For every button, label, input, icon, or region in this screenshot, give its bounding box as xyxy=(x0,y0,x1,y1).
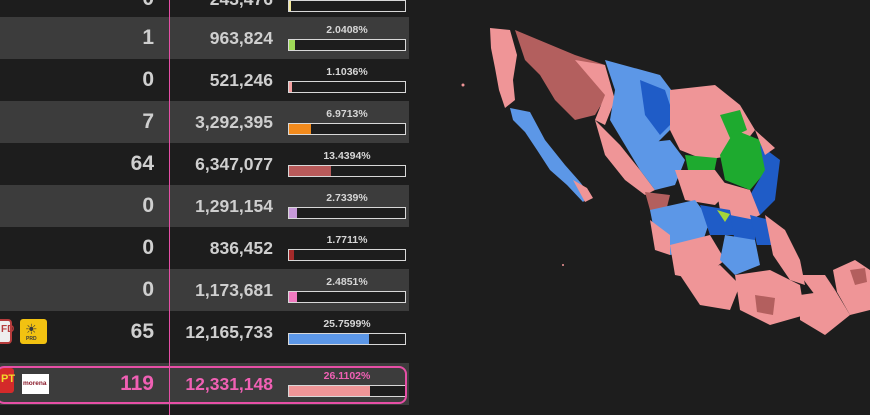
pt-logo: PT xyxy=(0,368,16,393)
votes-value: 963,824 xyxy=(209,28,273,48)
votes-value: 1,291,154 xyxy=(195,196,273,216)
percent-bar xyxy=(288,0,406,12)
percent-label: 1.1036% xyxy=(326,66,368,78)
pvem-logo-text: FD xyxy=(1,324,15,335)
map-region-zacatecas xyxy=(675,170,730,205)
percent-label: 25.7599% xyxy=(323,318,371,330)
percent-label: 2.0408% xyxy=(326,24,368,36)
seats-value: 65 xyxy=(130,320,154,343)
median-line xyxy=(169,0,170,415)
table-row: 0 836,452 1.7711% xyxy=(0,227,409,269)
map-region-guanajuato xyxy=(700,205,735,235)
votes-value: 3,292,395 xyxy=(195,112,273,132)
votes-value: 836,452 xyxy=(209,238,273,258)
percent-bar-fill xyxy=(289,386,371,396)
seats-value: 0 xyxy=(142,68,154,91)
map-region-nuevo-leon xyxy=(720,130,767,190)
votes-value: 12,165,733 xyxy=(185,322,273,342)
percent-bar-fill xyxy=(289,40,296,50)
map-region-tamaulipas-north xyxy=(755,130,775,155)
table-row: 0 243,476 xyxy=(0,0,409,20)
votes-value: 6,347,077 xyxy=(195,154,273,174)
percent-bar xyxy=(288,291,406,303)
map-region-tamaulipas xyxy=(750,145,780,215)
percent-bar xyxy=(288,249,406,261)
prd-logo-text: PRD xyxy=(26,336,37,342)
prd-logo: ☀ PRD xyxy=(20,319,47,344)
percent-bar-fill xyxy=(289,292,297,302)
morena-logo: morena xyxy=(22,374,49,394)
percent-bar xyxy=(288,123,406,135)
percent-bar xyxy=(288,207,406,219)
percent-bar-fill xyxy=(289,334,369,344)
map-region-durango xyxy=(625,140,685,190)
percent-label: 2.7339% xyxy=(326,192,368,204)
table-row: 0 1,291,154 2.7339% xyxy=(0,185,409,227)
map-region-oaxaca-pt xyxy=(755,295,775,315)
map-region-veracruz xyxy=(765,215,805,285)
percent-bar-fill xyxy=(289,82,293,92)
percent-bar xyxy=(288,165,406,177)
seats-value: 64 xyxy=(130,152,154,175)
percent-label: 26.1102% xyxy=(323,370,371,382)
seats-value: 7 xyxy=(142,110,154,133)
percent-bar xyxy=(288,81,406,93)
map-region-coahuila-green xyxy=(720,110,747,138)
map-region-sonora xyxy=(515,30,610,120)
seats-value: 0 xyxy=(142,236,154,259)
table-row: 119 12,331,148 26.1102% PT morena xyxy=(0,363,409,405)
seats-value: 1 xyxy=(142,26,154,49)
table-row: 7 3,292,395 6.9713% xyxy=(0,101,409,143)
map-region-chihuahua-east xyxy=(640,80,675,135)
winner-highlight xyxy=(0,366,407,404)
map-region-tabasco xyxy=(800,275,835,295)
seats-value: 0 xyxy=(60,0,154,20)
percent-bar xyxy=(288,39,406,51)
seats-value: 0 xyxy=(142,194,154,217)
table-row: 0 521,246 1.1036% xyxy=(0,59,409,101)
percent-label: 2.4851% xyxy=(326,276,368,288)
map-region-baja-south xyxy=(510,108,590,202)
votes-value: 1,173,681 xyxy=(195,280,273,300)
seats-value: 119 xyxy=(120,372,154,395)
percent-label: 6.9713% xyxy=(326,108,368,120)
votes-value: 12,331,148 xyxy=(185,374,273,394)
map-region-sonora-east xyxy=(575,60,615,125)
table-row: 65 12,165,733 25.7599% FD ☀ PRD xyxy=(0,311,409,353)
percent-bar xyxy=(288,333,406,345)
map-island xyxy=(562,264,564,266)
map-region-baja-tip xyxy=(573,180,593,202)
seats-value: 0 xyxy=(142,278,154,301)
percent-bar xyxy=(288,385,406,397)
map-region-queretaro xyxy=(730,215,755,242)
percent-bar-fill xyxy=(289,124,311,134)
percent-bar-fill xyxy=(289,166,331,176)
map-region-lime xyxy=(717,210,730,222)
map-region-yucatan-pt xyxy=(850,268,867,285)
table-row: 64 6,347,077 13.4394% xyxy=(0,143,409,185)
mexico-map xyxy=(461,28,870,335)
map-region-cdmx xyxy=(720,235,760,275)
table-row: 1 963,824 2.0408% xyxy=(0,17,409,59)
pt-logo-text: PT xyxy=(1,373,16,385)
votes-value: 243,476 xyxy=(165,0,273,20)
table-row: 0 1,173,681 2.4851% xyxy=(0,269,409,311)
sun-icon: ☀ xyxy=(25,321,38,337)
votes-value: 521,246 xyxy=(209,70,273,90)
map-region-jalisco-west xyxy=(650,220,670,255)
percent-label: 1.7711% xyxy=(326,234,368,246)
map-region-chiapas xyxy=(800,290,850,335)
morena-logo-text: morena xyxy=(23,380,47,387)
percent-bar-fill xyxy=(289,208,298,218)
map-region-baja-north xyxy=(490,28,517,108)
map-region-guerrero xyxy=(680,265,740,310)
percent-bar-fill xyxy=(289,1,291,11)
results-table: 0 243,476 1 963,824 2.0408% 0 521,246 1.1036% 7 3… xyxy=(0,0,410,415)
map-region-sinaloa xyxy=(595,120,655,195)
pvem-logo: FD xyxy=(0,319,15,344)
percent-bar-fill xyxy=(289,250,295,260)
percent-label: 13.4394% xyxy=(323,150,371,162)
map-island xyxy=(461,83,465,87)
